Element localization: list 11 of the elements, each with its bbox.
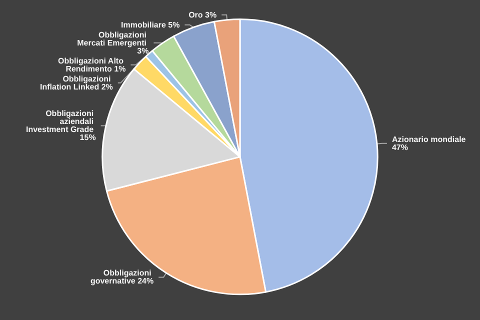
data-label: 15% (80, 133, 96, 142)
slice-label: Obbligazioni aziendali Investment Grade (26, 109, 96, 134)
slice-label: Azionario mondiale (392, 134, 468, 144)
data-label: 3% (137, 46, 149, 56)
slice-label: Oro 3% (188, 10, 217, 20)
data-label: 47% (392, 142, 408, 152)
slice-label: Obbligazioni Alto Rendimento 1% (58, 56, 126, 74)
slice-label: Obbligazioni Mercati Emergenti (77, 30, 149, 48)
slice-label: Immobiliare 5% (121, 20, 180, 30)
slice-label: Obbligazioni Inflation Linked 2% (40, 74, 113, 92)
slice-label: Obbligazioni governative 24% (90, 268, 154, 286)
